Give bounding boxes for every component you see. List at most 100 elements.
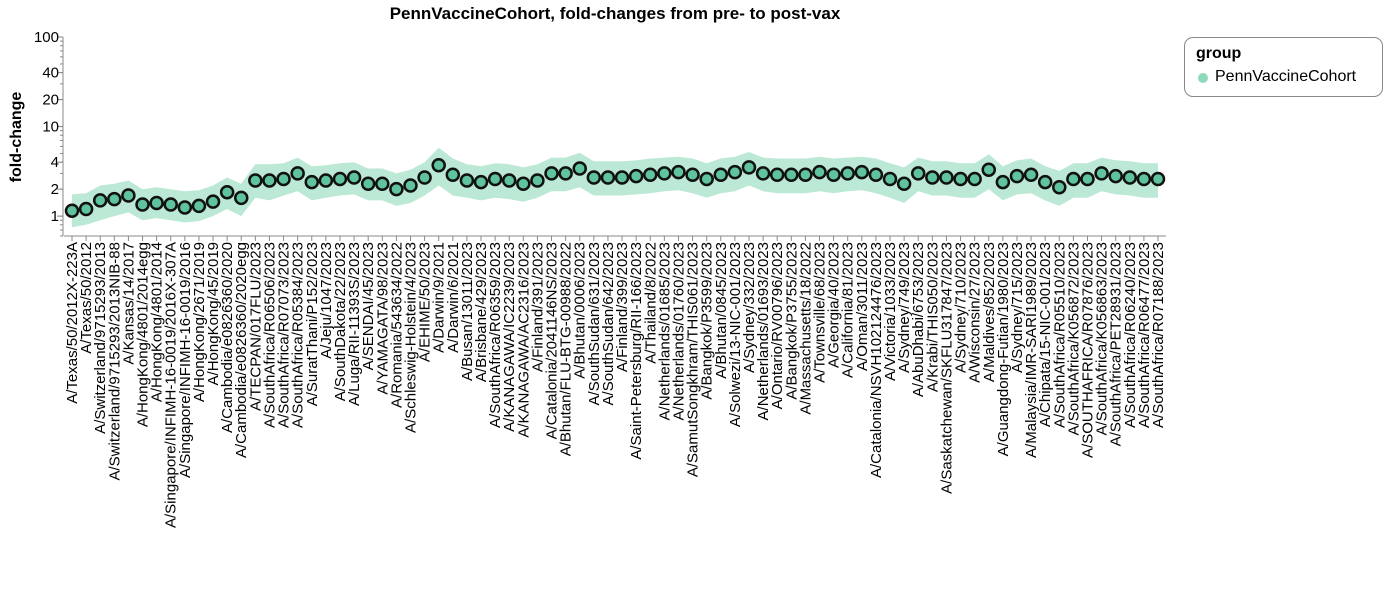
data-point	[205, 194, 221, 209]
x-tick-label: A/Jeju/1047/2023	[318, 242, 335, 359]
data-point	[1080, 171, 1095, 187]
data-point	[276, 171, 291, 187]
data-point	[375, 176, 390, 191]
data-point	[727, 164, 743, 180]
x-tick-label: A/Switzerland/9715293/2013	[92, 242, 109, 434]
x-tick-label: A/Catalonia/NSVH102124476/2023	[868, 242, 885, 478]
data-point	[840, 166, 855, 181]
x-tick-label: A/Switzerland/9715293/2013NIB-88	[106, 242, 123, 481]
data-point	[826, 167, 841, 182]
x-tick-label: A/Catalonia/2041146NS/2023	[544, 242, 561, 439]
data-point	[685, 167, 700, 182]
x-tick-label: A/Darwin/9/2021	[431, 242, 448, 353]
x-tick-label: A/SOUTHAFRICA/R07876/2023	[1079, 242, 1096, 458]
x-tick-label: A/AbuDhabi/6753/2023	[910, 242, 927, 397]
data-point	[586, 170, 602, 185]
data-point	[1122, 170, 1138, 185]
x-tick-label: A/Schleswig-Holstein/4/2023	[402, 242, 419, 433]
data-point	[233, 190, 249, 206]
x-tick-label: A/Luga/RII-11393S/2023	[346, 242, 363, 406]
data-point	[290, 166, 305, 181]
chart-title: PennVaccineCohort, fold-changes from pre…	[390, 4, 841, 23]
data-point	[699, 171, 714, 187]
x-tick-label: A/Singapore/INFIMH-16-0019/2016X-307A	[163, 242, 180, 528]
data-point	[910, 166, 926, 181]
x-tick-label: A/Massachusetts/18/2022	[797, 242, 814, 415]
x-tick-label: A/Bhutan/FLU-BTG-00988/2022	[558, 242, 575, 456]
x-tick-label: A/Guangdong-Futian/1980/2023	[995, 242, 1012, 456]
y-axis-title: fold-change	[8, 92, 25, 183]
data-point	[798, 167, 813, 182]
x-tick-label: A/Victoria/1033/2023	[882, 242, 899, 381]
x-tick-label: A/HongKong/4801/2014egg	[135, 242, 152, 427]
data-point	[628, 168, 644, 184]
y-tick-label: 4	[51, 154, 59, 171]
x-axis: A/Texas/50/2012X-223AA/Texas/50/2012A/Sw…	[64, 235, 1167, 528]
range-band	[72, 147, 1158, 228]
data-point	[163, 197, 178, 212]
data-point	[1066, 171, 1081, 187]
data-point	[64, 203, 80, 218]
data-point	[346, 170, 362, 185]
x-tick-label: A/YAMAGATA/98/2023	[374, 242, 391, 395]
x-tick-label: A/SouthAfrica/R07188/2023	[1150, 242, 1167, 428]
data-point	[925, 170, 940, 185]
data-point	[572, 161, 587, 176]
x-tick-label: A/Finland/399/2023	[614, 242, 631, 372]
x-tick-label: A/Bangkok/P3755/2023	[783, 242, 800, 400]
y-tick-label: 40	[42, 65, 59, 82]
data-point	[487, 171, 503, 187]
data-point	[882, 171, 898, 187]
data-point	[516, 176, 531, 191]
data-point	[473, 174, 489, 190]
data-point	[107, 191, 122, 207]
data-point	[713, 167, 729, 182]
data-point	[360, 176, 376, 191]
y-tick-label: 10	[42, 119, 59, 136]
x-tick-label: A/Saskatchewan/SKFLU317847/2023	[938, 242, 955, 494]
data-point	[1052, 180, 1067, 195]
x-tick-label: A/HongKong/45/2019	[205, 242, 222, 385]
x-tick-label: A/Netherlands/01685/2023	[656, 242, 673, 420]
x-tick-label: A/Oman/3011/2023	[854, 242, 871, 371]
x-tick-label: A/SouthAfrica/R06477/2023	[1136, 242, 1153, 428]
legend-title: group	[1196, 45, 1242, 62]
x-tick-label: A/Sydney/715/2023	[1009, 242, 1026, 373]
data-point	[318, 173, 334, 188]
x-tick-label: A/Sydney/332/2023	[741, 242, 758, 373]
x-tick-label: A/Singapore/INFIMH-16-0019/2016	[177, 242, 194, 478]
x-tick-label: A/California/81/2023	[840, 242, 857, 378]
data-point	[262, 173, 277, 188]
data-point	[177, 200, 193, 215]
data-point	[1037, 174, 1053, 190]
x-tick-label: A/Maldives/852/2023	[981, 242, 998, 382]
x-tick-label: A/SouthAfrica/R05510/2023	[1051, 242, 1068, 428]
data-point	[304, 174, 320, 190]
x-tick-label: A/Bangkok/P3599/2023	[699, 242, 716, 400]
x-tick-label: A/SouthAfrica/K056863/2023	[1094, 242, 1111, 435]
data-point	[1009, 168, 1025, 184]
x-tick-label: A/SouthAfrica/R05384/2023	[290, 242, 307, 428]
legend: group PennVaccineCohort	[1184, 37, 1383, 97]
x-tick-label: A/SouthSudan/642/2023	[600, 242, 617, 405]
x-tick-label: A/HongKong/2671/2019	[191, 242, 208, 402]
y-tick-label: 100	[34, 29, 59, 46]
data-point	[769, 167, 785, 182]
legend-swatch-icon	[1198, 73, 1208, 83]
data-point	[135, 197, 150, 212]
x-tick-label: A/TECPAN/017FLU/2023	[247, 242, 264, 411]
x-tick-label: A/SouthAfrica/R07073/2023	[276, 242, 293, 428]
data-point	[784, 167, 799, 182]
data-point	[643, 167, 658, 182]
x-tick-label: A/SouthAfrica/R06506/2023	[261, 242, 278, 428]
x-tick-label: A/Townsville/68/2023	[812, 242, 829, 383]
data-point	[92, 193, 108, 208]
data-point	[614, 170, 630, 185]
x-tick-label: A/KANAGAWA/AC2316/2023	[515, 242, 532, 438]
fold-change-range-band	[72, 147, 1158, 228]
y-tick-label: 2	[51, 181, 59, 198]
data-point	[600, 170, 616, 185]
data-point	[939, 170, 954, 185]
data-point	[967, 171, 982, 187]
